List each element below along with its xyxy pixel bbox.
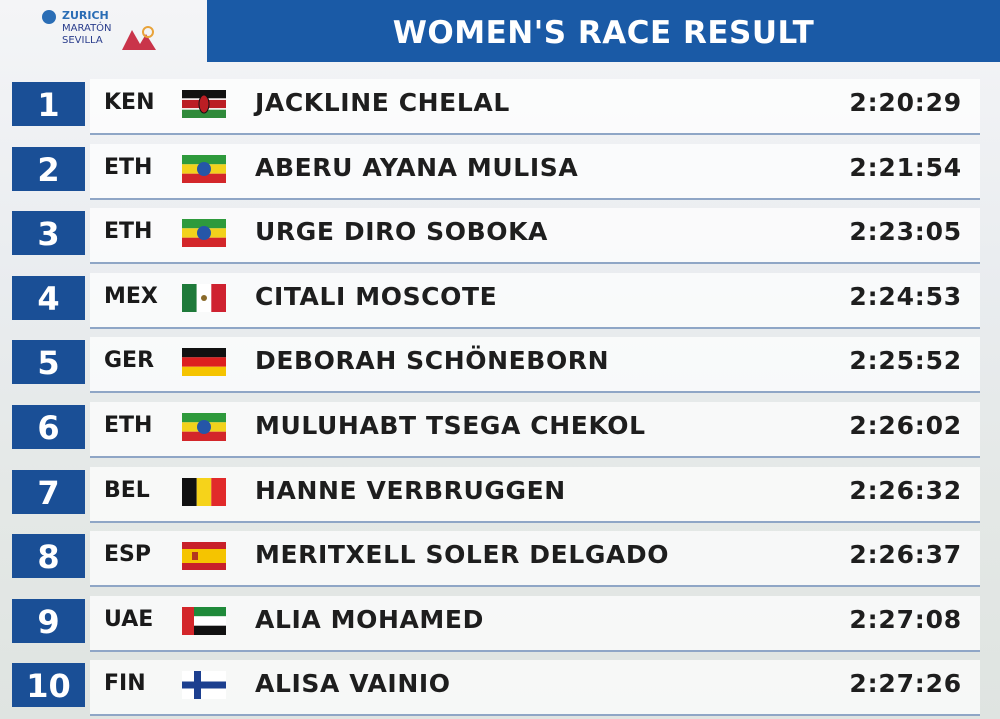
flag-icon	[182, 477, 226, 506]
athlete-name: HANNE VERBRUGGEN	[255, 475, 566, 505]
flag	[182, 477, 226, 506]
country-code: MEX	[104, 283, 158, 309]
country-code: ETH	[104, 413, 153, 438]
row-background	[90, 660, 980, 717]
flag	[182, 606, 226, 635]
finish-time: 2:24:53	[849, 281, 962, 311]
result-row: 2 ETH ABERU AYANA MULISA 2:21:54	[0, 141, 1000, 200]
rank: 1	[12, 82, 85, 126]
flag	[182, 542, 226, 571]
result-row: 4 MEX CITALI MOSCOTE 2:24:53	[0, 270, 1000, 329]
row-background	[90, 595, 980, 652]
rank: 6	[12, 405, 85, 449]
rank: 3	[12, 211, 85, 256]
logo-event: MARATÓN SEVILLA	[62, 23, 112, 46]
flag-icon	[182, 219, 226, 248]
row-background	[90, 208, 980, 265]
result-row: 10 FIN ALISA VAINIO 2:27:26	[0, 657, 1000, 717]
row-background	[90, 531, 980, 588]
flag	[182, 154, 226, 183]
flag	[182, 348, 226, 377]
result-row: 8 ESP MERITXELL SOLER DELGADO 2:26:37	[0, 528, 1000, 588]
athlete-name: CITALI MOSCOTE	[255, 281, 498, 311]
result-row: 6 ETH MULUHABT TSEGA CHEKOL 2:26:02	[0, 399, 1000, 458]
result-row: 3 ETH URGE DIRO SOBOKA 2:23:05	[0, 205, 1000, 265]
flag-icon	[182, 90, 226, 118]
row-background	[90, 466, 980, 523]
row-background	[90, 143, 980, 200]
finish-time: 2:26:32	[849, 475, 962, 505]
country-code: GER	[104, 348, 155, 374]
flag-icon	[182, 671, 226, 700]
finish-time: 2:27:26	[849, 669, 962, 699]
row-background	[90, 79, 980, 135]
finish-time: 2:23:05	[849, 217, 962, 247]
athlete-name: URGE DIRO SOBOKA	[255, 217, 548, 247]
row-background	[90, 402, 980, 458]
athlete-name: MULUHABT TSEGA CHEKOL	[255, 411, 646, 440]
row-background	[90, 272, 980, 329]
flag	[182, 283, 226, 312]
country-code: ETH	[104, 219, 153, 245]
finish-time: 2:25:52	[849, 346, 962, 376]
result-row: 9 UAE ALIA MOHAMED 2:27:08	[0, 593, 1000, 652]
rank: 2	[12, 146, 85, 191]
country-code: FIN	[104, 671, 146, 697]
flag	[182, 90, 226, 118]
finish-time: 2:20:29	[849, 88, 962, 117]
rank: 8	[12, 534, 85, 579]
row-background	[90, 337, 980, 394]
rank: 7	[12, 469, 85, 514]
country-code: BEL	[104, 477, 150, 503]
flag	[182, 671, 226, 700]
flag-icon	[182, 283, 226, 312]
result-row: 5 GER DEBORAH SCHÖNEBORN 2:25:52	[0, 334, 1000, 394]
logo-emblem	[122, 26, 156, 50]
country-code: KEN	[104, 90, 155, 115]
country-code: UAE	[104, 606, 154, 632]
athlete-name: ALIA MOHAMED	[255, 604, 484, 634]
flag-icon	[182, 413, 226, 441]
finish-time: 2:21:54	[849, 152, 962, 182]
logo: ZURICH MARATÓN SEVILLA	[38, 8, 198, 58]
country-code: ESP	[104, 542, 151, 568]
rank: 10	[12, 663, 85, 708]
rank: 5	[12, 340, 85, 385]
country-code: ETH	[104, 154, 153, 180]
athlete-name: JACKLINE CHELAL	[255, 88, 510, 117]
rank: 9	[12, 598, 85, 643]
athlete-name: MERITXELL SOLER DELGADO	[255, 540, 670, 570]
result-row: 7 BEL HANNE VERBRUGGEN 2:26:32	[0, 464, 1000, 523]
flag	[182, 219, 226, 248]
finish-time: 2:26:37	[849, 540, 962, 570]
logo-brand: ZURICH	[62, 9, 109, 22]
flag	[182, 413, 226, 441]
title: WOMEN'S RACE RESULT	[207, 0, 1000, 62]
finish-time: 2:26:02	[849, 411, 962, 440]
result-row: 1 KEN JACKLINE CHELAL 2:20:29	[0, 76, 1000, 135]
rank: 4	[12, 275, 85, 320]
athlete-name: DEBORAH SCHÖNEBORN	[255, 346, 610, 376]
flag-icon	[182, 606, 226, 635]
logo-mark	[42, 10, 56, 24]
flag-icon	[182, 348, 226, 377]
athlete-name: ABERU AYANA MULISA	[255, 152, 579, 182]
flag-icon	[182, 542, 226, 571]
finish-time: 2:27:08	[849, 604, 962, 634]
flag-icon	[182, 154, 226, 183]
athlete-name: ALISA VAINIO	[255, 669, 451, 699]
